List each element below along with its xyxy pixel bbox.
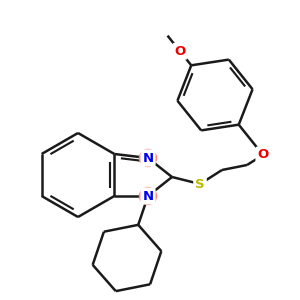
Text: O: O — [257, 148, 268, 161]
Circle shape — [140, 149, 157, 167]
Circle shape — [140, 188, 157, 205]
Text: S: S — [195, 178, 205, 190]
Text: N: N — [142, 190, 154, 202]
Text: N: N — [142, 152, 154, 164]
Text: O: O — [174, 45, 186, 58]
